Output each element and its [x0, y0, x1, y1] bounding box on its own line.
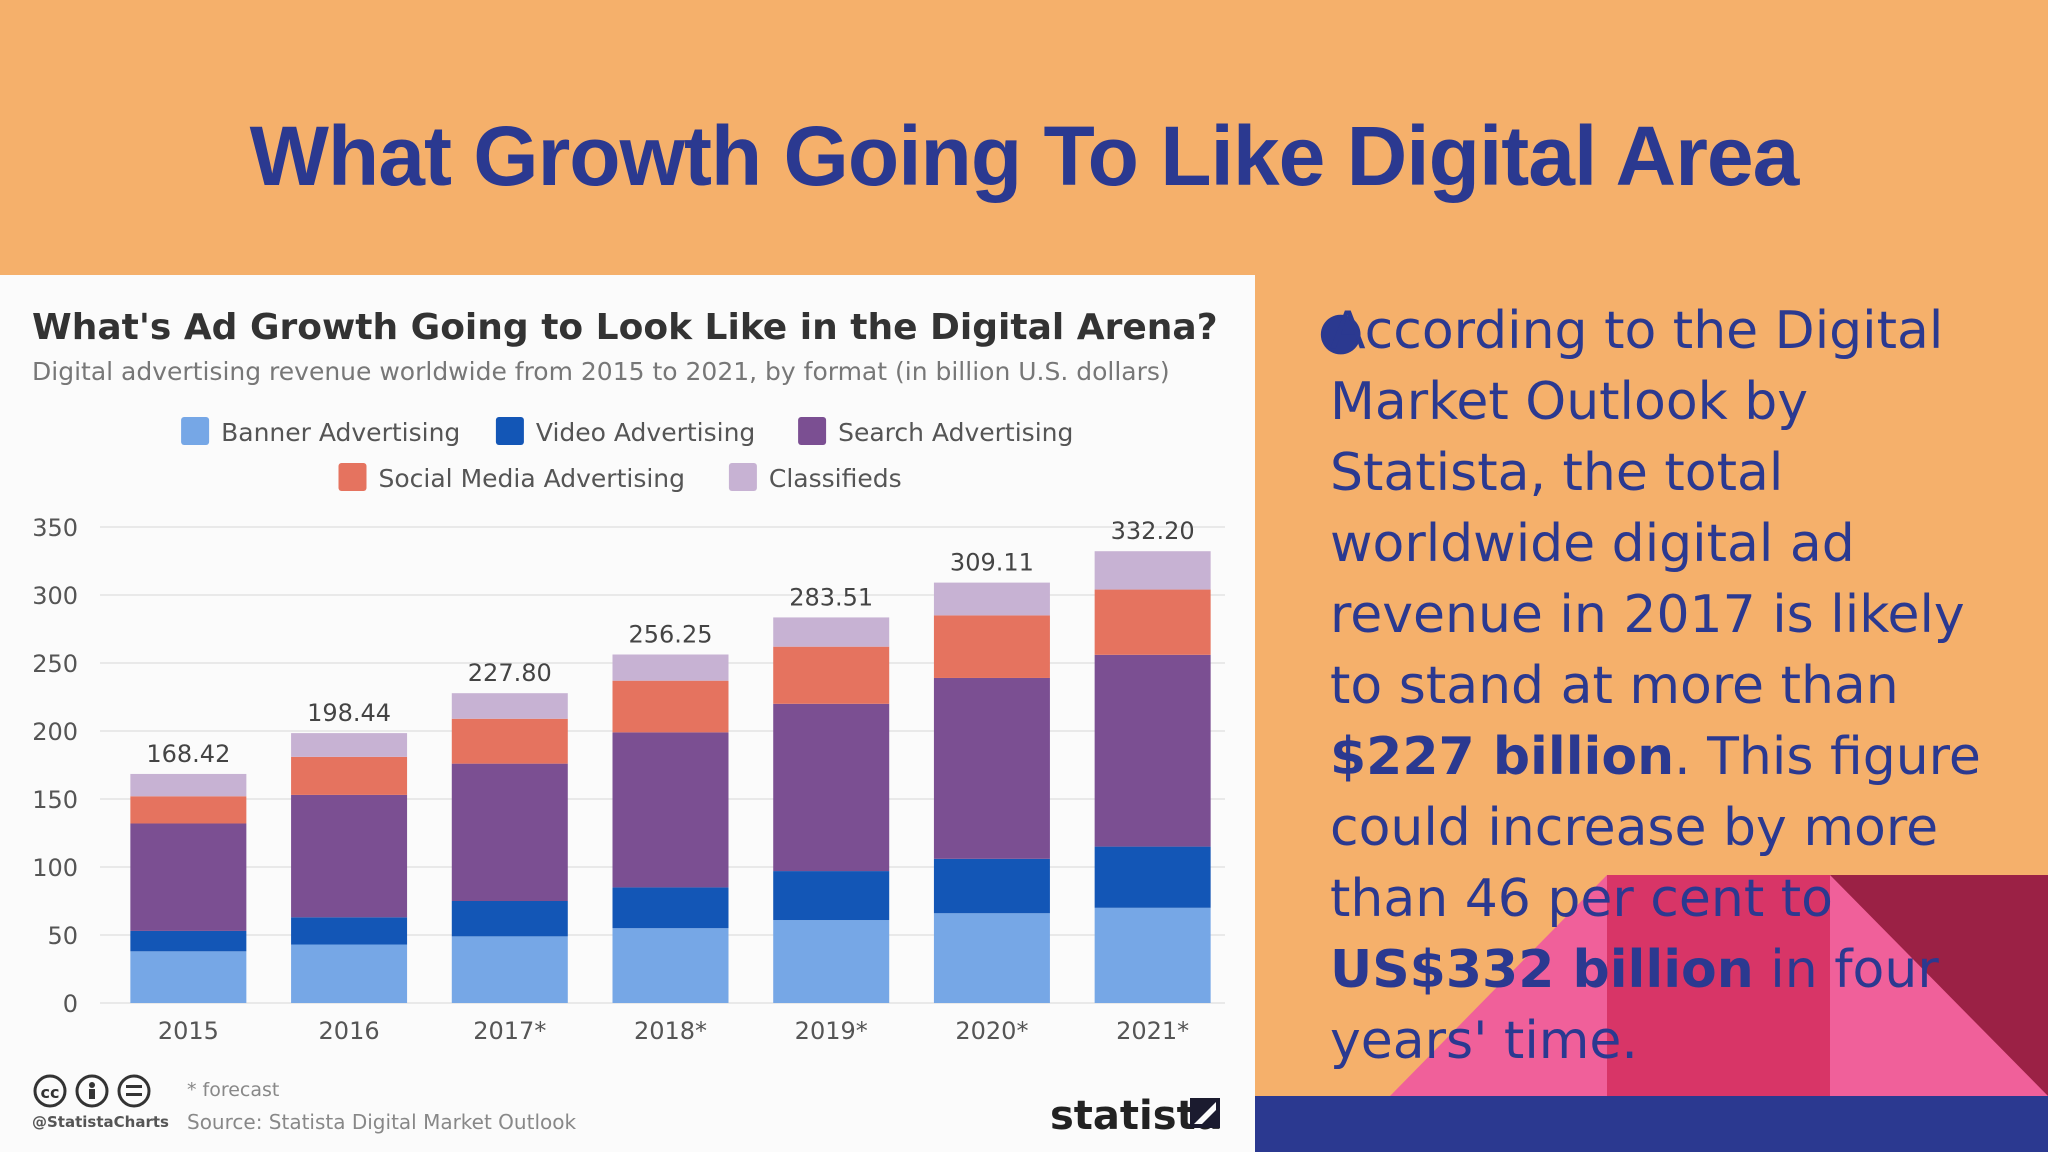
y-tick-label: 350: [32, 514, 78, 542]
x-tick-label: 2018*: [634, 1017, 707, 1045]
bar-segment: [933, 913, 1050, 1003]
y-tick-label: 250: [32, 650, 78, 678]
statista-logo-icon: [1190, 1098, 1220, 1128]
slide-title: What Growth Going To Like Digital Area: [249, 109, 1800, 203]
total-label: 227.80: [468, 659, 552, 687]
bar-segment: [773, 703, 890, 872]
bar-segment: [451, 763, 568, 901]
bar-segment: [451, 936, 568, 1003]
bar-segment: [1094, 907, 1211, 1003]
bullet-part3: in four years' time.: [1330, 940, 1939, 1071]
bar-segment: [291, 917, 408, 945]
bar-segment: [451, 693, 568, 719]
y-tick-label: 300: [32, 582, 78, 610]
source-note: Source: Statista Digital Market Outlook: [187, 1110, 576, 1134]
x-tick-label: 2021*: [1116, 1017, 1189, 1045]
forecast-note: * forecast: [187, 1079, 279, 1101]
y-tick-label: 200: [32, 718, 78, 746]
y-tick-label: 150: [32, 786, 78, 814]
total-label: 168.42: [146, 740, 230, 768]
legend-label: Banner Advertising: [221, 418, 460, 447]
total-label: 332.20: [1111, 517, 1195, 545]
total-label: 198.44: [307, 699, 391, 727]
legend-label: Classifieds: [769, 464, 902, 493]
bar-segment: [773, 646, 890, 704]
legend-swatch: [338, 463, 367, 491]
bullet-bold2: US$332 billion: [1330, 940, 1754, 1000]
chart-svg: What's Ad Growth Going to Look Like in t…: [32, 307, 1225, 1139]
bar-segment: [451, 901, 568, 937]
bullet-part2: . This figure could increase by more tha…: [1330, 727, 1981, 929]
x-tick-label: 2019*: [795, 1017, 868, 1045]
chart-title: What's Ad Growth Going to Look Like in t…: [32, 307, 1218, 348]
bar-segment: [612, 732, 729, 888]
legend-label: Social Media Advertising: [379, 464, 686, 493]
chart-legend: Banner Advertising Video Advertising Searc…: [181, 417, 1073, 493]
cc-license-icons: cc: [33, 1074, 151, 1108]
bar-segment: [773, 920, 890, 1003]
bar-segment: [773, 617, 890, 647]
bar-segment: [933, 582, 1050, 616]
total-labels: 168.42 198.44 227.80 256.25 283.51 309.11 332.…: [146, 517, 1194, 768]
bar-segment: [130, 823, 247, 931]
chart-bars: [130, 551, 1211, 1003]
bar-segment: [130, 930, 247, 952]
bar-segment: [291, 733, 408, 757]
bar-segment: [773, 871, 890, 921]
legend-swatch: [495, 417, 524, 445]
footer-bar: [1255, 1096, 2048, 1152]
bar-segment: [130, 796, 247, 824]
x-tick-label: 2017*: [473, 1017, 546, 1045]
bar-segment: [1094, 589, 1211, 655]
bar-segment: [291, 794, 408, 918]
chart-panel: What's Ad Growth Going to Look Like in t…: [0, 275, 1255, 1152]
legend-swatch: [728, 463, 757, 491]
x-tick-label: 2016: [319, 1017, 380, 1045]
bar-segment: [1094, 654, 1211, 847]
y-tick-label: 100: [32, 854, 78, 882]
x-tick-label: 2020*: [955, 1017, 1028, 1045]
bar-segment: [612, 654, 729, 681]
y-tick-label: 0: [63, 990, 78, 1018]
bar-segment: [291, 944, 408, 1003]
total-label: 309.11: [950, 549, 1034, 577]
deco-dark-shape: [1830, 875, 2048, 1096]
bar-segment: [1094, 846, 1211, 908]
svg-text:cc: cc: [41, 1083, 60, 1102]
legend-label: Video Advertising: [536, 418, 755, 447]
bullet-dot: ●: [1318, 301, 1364, 361]
y-axis: 0 50 100 150 200 250 300 350: [32, 514, 78, 1018]
bar-segment: [291, 756, 408, 795]
bar-segment: [451, 718, 568, 764]
legend-swatch: [798, 417, 827, 445]
legend-swatch: [181, 417, 210, 445]
x-tick-label: 2015: [158, 1017, 219, 1045]
bar-segment: [130, 951, 247, 1003]
bar-segment: [933, 858, 1050, 914]
chart-subtitle: Digital advertising revenue worldwide fr…: [32, 357, 1170, 386]
bar-segment: [933, 677, 1050, 859]
x-axis: 2015 2016 2017* 2018* 2019* 2020* 2021*: [158, 1017, 1189, 1045]
bullet-text: According to the Digital Market Outlook …: [1330, 296, 2030, 1077]
bar-segment: [1094, 551, 1211, 590]
bullet-bold1: $227 billion: [1330, 727, 1675, 787]
y-tick-label: 50: [47, 922, 78, 950]
bullet-part1: According to the Digital Market Outlook …: [1330, 301, 1965, 716]
total-label: 256.25: [629, 621, 713, 649]
bar-segment: [612, 680, 729, 733]
bar-segment: [933, 615, 1050, 678]
total-label: 283.51: [789, 583, 873, 611]
deco-magenta-shape: [1607, 875, 1830, 1096]
statista-handle: @StatistaCharts: [32, 1113, 169, 1131]
bar-segment: [130, 773, 247, 797]
bar-segment: [612, 887, 729, 929]
legend-label: Search Advertising: [838, 418, 1073, 447]
bar-segment: [612, 928, 729, 1003]
